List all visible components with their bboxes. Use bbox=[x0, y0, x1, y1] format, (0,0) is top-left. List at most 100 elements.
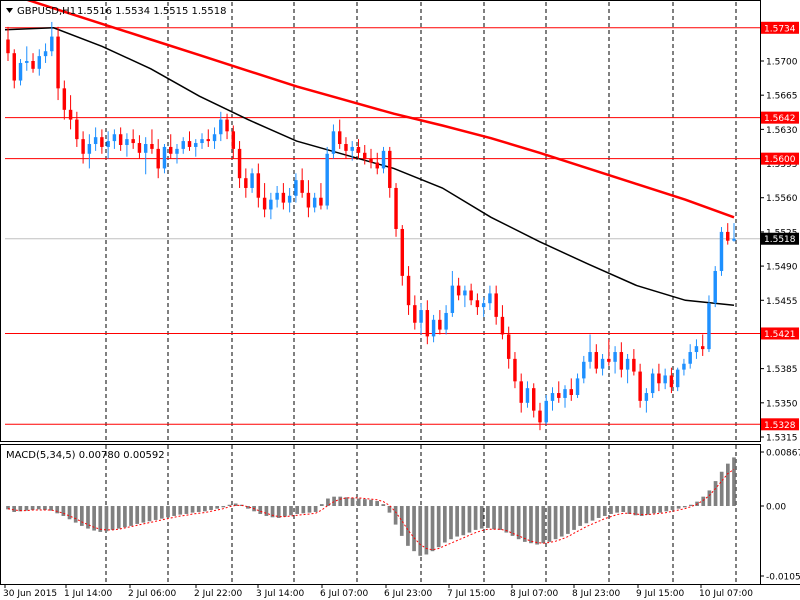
macd-bar-78 bbox=[486, 506, 490, 528]
candle-body-19 bbox=[125, 139, 129, 145]
candle-body-98 bbox=[619, 352, 624, 370]
macd-bar-31 bbox=[196, 506, 201, 512]
macd-bar-35 bbox=[221, 506, 226, 508]
candle-body-87 bbox=[550, 393, 555, 401]
candle-body-43 bbox=[275, 192, 279, 200]
macd-bar-1 bbox=[12, 506, 16, 512]
macd-bar-77 bbox=[479, 506, 484, 529]
macd-bar-36 bbox=[227, 504, 232, 506]
macd-bar-113 bbox=[701, 496, 706, 506]
macd-bar-47 bbox=[295, 506, 300, 514]
macd-bar-114 bbox=[707, 490, 712, 506]
candle-body-1 bbox=[12, 53, 16, 81]
candle-body-67 bbox=[425, 310, 430, 337]
macd-bar-2 bbox=[18, 506, 23, 512]
macd-bar-83 bbox=[516, 506, 521, 540]
macd-bar-55 bbox=[344, 497, 349, 506]
candle-body-109 bbox=[688, 352, 692, 364]
candle-body-101 bbox=[638, 371, 642, 401]
candle-body-110 bbox=[694, 346, 699, 353]
candle-body-46 bbox=[294, 180, 298, 196]
macd-bar-97 bbox=[602, 506, 607, 516]
candle-body-106 bbox=[669, 375, 674, 388]
macd-bar-9 bbox=[61, 506, 66, 516]
macd-bar-84 bbox=[522, 506, 527, 542]
candle-body-4 bbox=[31, 61, 35, 69]
candle-body-0 bbox=[6, 39, 10, 54]
macd-bar-56 bbox=[350, 497, 355, 506]
macd-bar-67 bbox=[418, 506, 423, 556]
candle-body-113 bbox=[713, 270, 717, 304]
price-tick-label: 1.5490 bbox=[766, 263, 798, 273]
macd-bar-26 bbox=[166, 506, 170, 518]
time-label: 7 Jul 15:00 bbox=[447, 589, 496, 599]
candle-body-105 bbox=[663, 375, 667, 384]
candle-body-47 bbox=[300, 180, 304, 193]
macd-bar-49 bbox=[307, 506, 312, 513]
candle-body-107 bbox=[675, 369, 680, 388]
macd-bar-41 bbox=[258, 506, 263, 514]
candle-body-92 bbox=[582, 361, 586, 379]
macd-bar-103 bbox=[639, 506, 644, 516]
candle-body-63 bbox=[400, 228, 405, 276]
macd-bar-72 bbox=[449, 506, 453, 540]
ma-slow-line bbox=[23, 0, 735, 219]
candle-body-96 bbox=[607, 358, 611, 362]
candle-body-53 bbox=[337, 131, 342, 145]
macd-tick-label: 0.00 bbox=[766, 503, 786, 513]
grid-lines bbox=[105, 2, 737, 584]
candle-body-38 bbox=[244, 178, 248, 188]
time-label: 3 Jul 14:00 bbox=[256, 589, 305, 599]
level-label: 1.5421 bbox=[764, 330, 796, 340]
dropdown-triangle-icon[interactable] bbox=[6, 8, 13, 13]
candle-body-62 bbox=[394, 187, 398, 229]
candle-body-114 bbox=[719, 231, 724, 271]
candle-body-29 bbox=[187, 141, 192, 147]
macd-bar-10 bbox=[67, 506, 72, 520]
candle-body-27 bbox=[175, 148, 179, 154]
macd-bar-70 bbox=[436, 506, 441, 548]
macd-bar-66 bbox=[412, 506, 416, 552]
symbol-label: GBPUSD,H1 bbox=[17, 6, 76, 17]
current-price-tag bbox=[761, 232, 799, 245]
time-label: 6 Jul 23:00 bbox=[384, 589, 433, 599]
candle-body-88 bbox=[557, 393, 561, 398]
candle-body-18 bbox=[118, 134, 123, 145]
macd-bar-68 bbox=[424, 506, 429, 555]
macd-bar-117 bbox=[726, 463, 730, 506]
candle-body-23 bbox=[150, 144, 154, 149]
candle-body-99 bbox=[625, 358, 630, 370]
macd-signal-line bbox=[7, 468, 735, 551]
macd-bar-102 bbox=[633, 506, 638, 516]
candle-body-80 bbox=[506, 334, 511, 359]
candle-body-95 bbox=[600, 358, 605, 369]
candle-body-51 bbox=[325, 153, 329, 206]
candle-body-49 bbox=[312, 197, 317, 208]
macd-bar-7 bbox=[49, 506, 53, 511]
candle-body-69 bbox=[438, 319, 442, 330]
candle-body-34 bbox=[219, 119, 223, 135]
candle-body-35 bbox=[225, 119, 229, 132]
level-tag-1.5421 bbox=[761, 327, 799, 340]
level-tag-1.5600 bbox=[761, 152, 799, 165]
price-tick-label: 1.5630 bbox=[766, 126, 798, 136]
macd-bar-24 bbox=[153, 506, 158, 520]
macd-bar-65 bbox=[406, 506, 410, 546]
candle-body-33 bbox=[212, 134, 217, 142]
macd-bar-87 bbox=[541, 506, 546, 544]
macd-bar-88 bbox=[547, 506, 552, 542]
candle-body-58 bbox=[369, 158, 373, 163]
candle-body-31 bbox=[200, 139, 204, 144]
time-label: 10 Jul 07:00 bbox=[699, 589, 753, 599]
macd-bar-18 bbox=[116, 506, 121, 529]
macd-bar-81 bbox=[504, 506, 509, 533]
macd-bar-54 bbox=[338, 496, 343, 506]
candle-body-81 bbox=[513, 358, 517, 382]
candle-body-37 bbox=[237, 148, 242, 179]
macd-bar-19 bbox=[123, 506, 127, 528]
candle-body-102 bbox=[644, 393, 649, 401]
macd-bar-69 bbox=[430, 506, 435, 552]
candle-body-28 bbox=[181, 141, 185, 149]
macd-bar-5 bbox=[36, 506, 41, 510]
